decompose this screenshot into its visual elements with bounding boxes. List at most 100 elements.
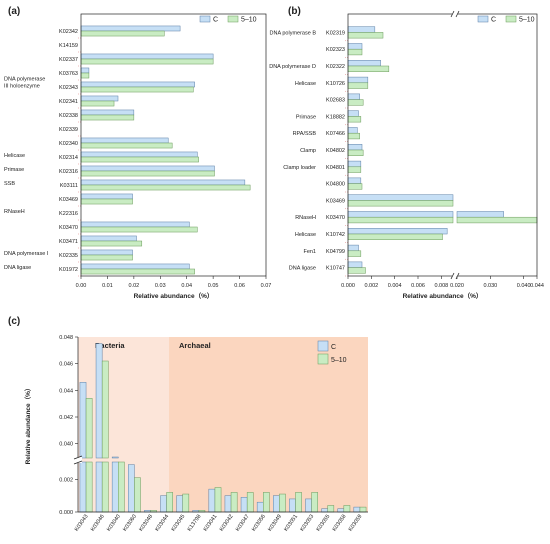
panel-a-xlabel: Relative abundance（%） xyxy=(134,292,214,300)
panel-b-ticklabel-4: 0.008 xyxy=(434,283,448,289)
panel-b-bar2-t-K03470 xyxy=(456,216,538,224)
panel-b-cat-K10742: K10742 xyxy=(326,232,345,238)
panel-a-bar-t-K02335 xyxy=(80,254,133,261)
panel-c-bar-t-K03058 xyxy=(343,505,351,513)
panel-b-legend-label-t: 5–10 xyxy=(519,17,535,24)
panel-c-bar-c-K03051 xyxy=(289,498,296,513)
panel-a-cat-K03763: K03763 xyxy=(59,71,78,77)
panel-a-group-6-0: DNA ligase xyxy=(4,265,31,271)
panel-b-bar-c-K10742 xyxy=(347,228,448,235)
panel-c-bar-c-K03044 xyxy=(160,495,167,513)
panel-b-cat-K04799: K04799 xyxy=(326,249,345,255)
panel-b-group-5: Clamp xyxy=(300,148,316,154)
panel-c-bar2-c-K03043 xyxy=(79,382,87,459)
panel-b-ticklabel-0: 0.000 xyxy=(341,283,355,289)
panel-c-ticklabel-0: 0.000 xyxy=(59,510,73,516)
panel-c-bar-t-K03051 xyxy=(295,492,302,513)
panel-a-ticklabel-4: 0.04 xyxy=(181,283,192,289)
panel-b-group-0: DNA polymerase B xyxy=(270,30,317,36)
panel-c-bar-c-K03060 xyxy=(128,464,135,513)
panel-c-bar-c-K03046 xyxy=(95,461,103,513)
panel-b-bar-c-K10726 xyxy=(347,76,369,84)
panel-c-bar-t-K03046 xyxy=(101,461,109,513)
panel-c-cat-K03051: K03051 xyxy=(283,514,299,533)
panel-c-cat-K03048: K03048 xyxy=(138,514,154,533)
panel-a-cat-K02337: K02337 xyxy=(59,57,78,63)
panel-a-bar-t-K02342 xyxy=(80,30,165,37)
panel-c-break-gap xyxy=(74,457,82,463)
panel-a-bar-t-K02338 xyxy=(80,114,135,121)
panel-b-bar-c-K02322 xyxy=(347,60,381,67)
panel-b-group-3: Primase xyxy=(296,114,316,120)
panel-b-break-top-l2 xyxy=(455,10,460,18)
panel-c-cat-K03045: K03045 xyxy=(171,514,187,533)
panel-c-bar-c-K03043 xyxy=(79,461,87,513)
panel-c-break-l2 xyxy=(73,460,83,465)
panel-b-legend-label-c: C xyxy=(491,17,496,24)
panel-b-cat-K03470: K03470 xyxy=(326,215,345,221)
panel-c-bar-t-K03049 xyxy=(279,493,286,513)
panel-c-bar-c-K03047 xyxy=(240,497,248,513)
panel-c-bar-t-K03043 xyxy=(85,461,93,513)
panel-c-ticklabel-3: 0.042 xyxy=(59,415,73,421)
panel-a-legend-swatch-c xyxy=(199,15,211,23)
panel-a-legend-label-c: C xyxy=(213,17,218,24)
panel-a-cat-K02335: K02335 xyxy=(59,253,78,259)
panel-c-bg-archaeal xyxy=(169,337,368,512)
panel-c-bar-t-K03059 xyxy=(359,506,367,513)
panel-a-bar-t-K02340 xyxy=(80,142,173,149)
panel-a-group-2-0: Primase xyxy=(4,167,24,173)
panel-a-ticklabel-7: 0.07 xyxy=(261,283,272,289)
panel-b-group-1: DNA polymerase D xyxy=(269,64,316,70)
panel-b-cat-K02683: K02683 xyxy=(326,98,345,104)
panel-a-cat-K02316: K02316 xyxy=(59,169,78,175)
panel-b-cat-K02322: K02322 xyxy=(326,64,345,70)
panel-b-bar-t-K18882 xyxy=(347,116,362,123)
panel-a-bar-t-K02316 xyxy=(80,170,215,177)
panel-a-bar-c-K03470 xyxy=(80,221,190,228)
panel-b-bar-t-K07466 xyxy=(347,132,360,140)
panel-b-break-bottom-l2 xyxy=(455,272,460,280)
panel-b-bar-c-K04799 xyxy=(347,244,359,252)
panel-c-bar-c-K03049 xyxy=(273,495,280,513)
panel-c-bar-t-K03044 xyxy=(166,492,173,513)
panel-a-cat-K22316: K22316 xyxy=(59,211,78,217)
panel-c-bar2-t-K03043 xyxy=(85,398,93,459)
panel-a-ticklabel-2: 0.02 xyxy=(128,283,139,289)
panel-a-bar-c-K01972 xyxy=(80,263,190,270)
panel-b-ticklabel-2: 0.004 xyxy=(388,283,402,289)
panel-b-ticklabel-3: 0.006 xyxy=(411,283,425,289)
panel-a-bar-c-K02343 xyxy=(80,81,195,88)
panel-b-bar-c-K04801 xyxy=(347,160,362,168)
panel-b-bar-c-K02319 xyxy=(347,26,376,33)
panel-b-group-6: Clamp loader xyxy=(283,165,316,171)
panel-a-cat-K14159: K14159 xyxy=(59,43,78,49)
panel-b-label: (b) xyxy=(288,6,301,17)
panel-a-group-0-0: DNA polymerase xyxy=(4,77,45,83)
panel-a-cat-K03470: K03470 xyxy=(59,225,78,231)
panel-a-bar-t-K02337 xyxy=(80,58,214,65)
panel-c-bar-t-K03040 xyxy=(118,461,125,513)
panel-a-bar-c-K02314 xyxy=(80,151,198,158)
panel-a-bar-c-K02342 xyxy=(80,25,181,32)
panel-a-bar-t-K02314 xyxy=(80,156,199,163)
panel-b-group-8: Helicase xyxy=(295,232,316,238)
panel-b-cat-K07466: K07466 xyxy=(326,131,345,137)
panel-b-bar-t-K02319 xyxy=(347,32,384,39)
panel-b-bar-t-K02322 xyxy=(347,65,390,72)
panel-b-bar-c-K18882 xyxy=(347,110,359,117)
panel-a-cat-K02343: K02343 xyxy=(59,85,78,91)
panel-c-cat-K13798: K13798 xyxy=(187,514,203,533)
panel-b-ticklabel-8: 0.044 xyxy=(530,283,544,289)
panel-c-cat-K03055: K03055 xyxy=(316,514,332,533)
panel-b-cat-K04800: K04800 xyxy=(326,182,345,188)
panel-a-bar-c-K02341 xyxy=(80,95,119,102)
panel-a-frame xyxy=(80,13,267,277)
panel-c-bar-t-K03041 xyxy=(214,487,222,513)
panel-a-ticklabel-3: 0.03 xyxy=(155,283,166,289)
panel-c-ylabel: Relative abundance（%） xyxy=(24,385,32,465)
panel-c-bar-t-K03060 xyxy=(134,477,141,513)
panel-a-bar-c-K02316 xyxy=(80,165,215,172)
panel-a-cat-K03469: K03469 xyxy=(59,197,78,203)
panel-a-cat-K01972: K01972 xyxy=(59,267,78,273)
